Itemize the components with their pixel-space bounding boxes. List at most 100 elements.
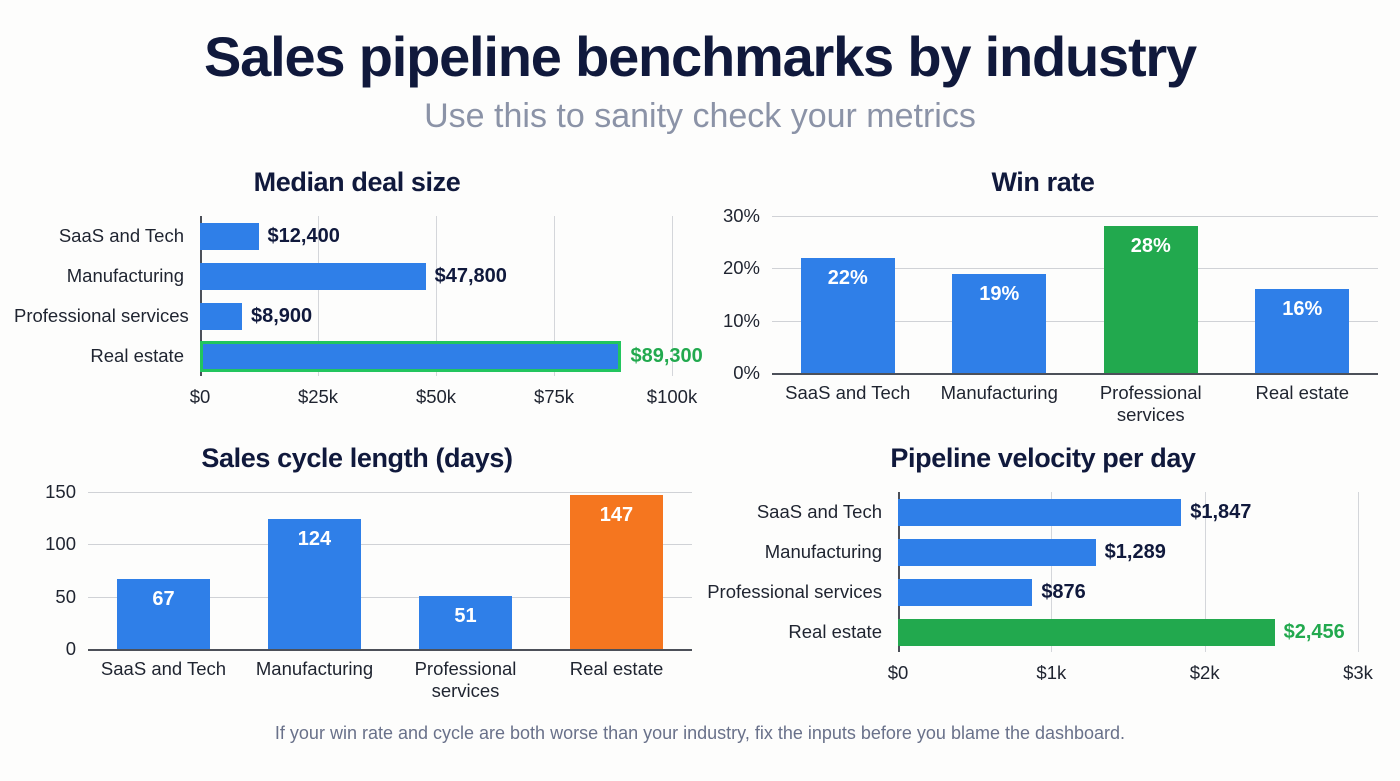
bar-value-label: 51 — [454, 604, 477, 627]
category-label: Real estate — [1255, 382, 1350, 403]
x-axis-tick-label: $75k — [533, 386, 575, 407]
chart-panel-pipeline-velocity: Pipeline velocity per day $0 $1k $2k $3k Saa… — [700, 443, 1386, 713]
gridline-vertical — [318, 216, 319, 376]
gridline-vertical — [1051, 492, 1053, 652]
bar-row[interactable]: Professional services $876 — [700, 572, 1386, 612]
category-label: Manufacturing — [66, 265, 184, 286]
category-label: Professional services — [1099, 382, 1202, 425]
bar[interactable]: 51 — [418, 595, 513, 649]
x-axis-line — [88, 649, 692, 651]
x-axis-tick-label: $0 — [887, 662, 909, 683]
bar-value-label: 22% — [827, 266, 868, 289]
bar-row[interactable]: SaaS and Tech $12,400 — [14, 216, 700, 256]
y-axis-tick-label: 20% — [722, 257, 760, 279]
category-label: SaaS and Tech — [58, 225, 184, 246]
page-title: Sales pipeline benchmarks by industry — [204, 25, 1197, 88]
x-axis-tick-label: $50k — [415, 386, 457, 407]
footer-note: If your win rate and cycle are both wors… — [274, 723, 1126, 743]
x-axis-tick-label: $100k — [646, 386, 698, 407]
gridline-horizontal — [772, 320, 1378, 322]
bar-value-label: $12,400 — [267, 224, 340, 247]
bar[interactable]: 28% — [1103, 226, 1198, 373]
bar-row[interactable]: Professional services $8,900 — [14, 296, 700, 336]
category-label: Real estate — [569, 658, 664, 679]
bar-row[interactable]: Real estate $2,456 — [700, 612, 1386, 652]
y-axis-tick-label: 0 — [65, 638, 76, 659]
bar[interactable]: 147 — [569, 495, 664, 649]
bar[interactable] — [200, 222, 259, 250]
bar-value-label: 67 — [152, 587, 175, 610]
bar-value-label: $1,847 — [1190, 500, 1252, 523]
gridline-vertical — [1204, 492, 1206, 652]
category-label: SaaS and Tech — [100, 658, 227, 679]
category-label: Professional services — [707, 581, 882, 602]
bar[interactable]: 124 — [267, 519, 362, 649]
bar-value-label: $47,800 — [434, 264, 507, 287]
bar-value-label: $1,289 — [1104, 540, 1166, 563]
chart-title-win-rate: Win rate — [991, 167, 1095, 197]
y-axis-line — [200, 216, 202, 376]
gridline-horizontal — [88, 544, 692, 546]
bar-row[interactable]: Manufacturing $47,800 — [14, 256, 700, 296]
chart-title-pipeline-velocity: Pipeline velocity per day — [890, 443, 1196, 473]
bar[interactable] — [200, 340, 622, 372]
category-label: SaaS and Tech — [756, 501, 882, 522]
y-axis-tick-label: 30% — [722, 205, 760, 226]
gridline-horizontal — [88, 492, 692, 493]
y-axis-tick-label: 100 — [45, 533, 76, 555]
category-label: Manufacturing — [764, 541, 882, 562]
bar-value-label: $8,900 — [251, 304, 313, 327]
category-label: SaaS and Tech — [785, 382, 911, 403]
chart-title-median-deal-size: Median deal size — [253, 167, 461, 197]
bar-row[interactable]: SaaS and Tech $1,847 — [700, 492, 1386, 532]
gridline-vertical — [672, 216, 673, 376]
category-label: Real estate — [90, 345, 184, 366]
bar[interactable] — [898, 498, 1182, 526]
bar[interactable] — [200, 262, 426, 290]
y-axis-tick-label: 0% — [733, 362, 760, 383]
chart-panel-sales-cycle-length: Sales cycle length (days) 0 50 100 150 67 Saa… — [14, 443, 700, 713]
bar-value-label: $876 — [1041, 580, 1086, 603]
bar-value-label: 147 — [599, 504, 634, 527]
category-label: Real estate — [788, 621, 882, 642]
bar[interactable]: 67 — [116, 578, 211, 649]
plot-area-sales-cycle-length: 0 50 100 150 67 SaaS and Tech 124 Manufacturing… — [14, 481, 700, 701]
category-label: Professional services — [414, 658, 517, 701]
bar-value-label: 124 — [297, 528, 332, 551]
bar-value-label: $89,300 — [630, 344, 703, 367]
x-axis-tick-label: $1k — [1036, 662, 1067, 683]
chart-title-sales-cycle-length: Sales cycle length (days) — [201, 443, 513, 473]
y-axis-line — [898, 492, 900, 652]
chart-panel-median-deal-size: Median deal size $0 $25k $50k $75k $100k SaaS… — [14, 167, 703, 437]
y-axis-tick-label: 50 — [55, 585, 76, 607]
x-axis-tick-label: $2k — [1189, 662, 1220, 683]
gridline-vertical — [554, 216, 555, 376]
x-axis-tick-label: $0 — [189, 386, 211, 407]
bar[interactable]: 22% — [800, 257, 895, 373]
plot-area-win-rate: 0% 10% 20% 30% 22% SaaS and Tech 19% Manufactur… — [700, 205, 1386, 425]
bar-row[interactable]: Real estate $89,300 — [14, 336, 703, 376]
plot-area-pipeline-velocity: $0 $1k $2k $3k SaaS and Tech $1,847 Manufactur… — [700, 492, 1386, 697]
bar[interactable] — [898, 538, 1096, 566]
category-label: Manufacturing — [255, 658, 374, 679]
gridline-horizontal — [88, 596, 692, 598]
x-axis-tick-label: $25k — [297, 386, 339, 407]
bar-value-label: 28% — [1130, 235, 1171, 258]
chart-panel-win-rate: Win rate 0% 10% 20% 30% 22% SaaS and Tech 19% M… — [700, 167, 1386, 437]
x-axis-tick-label: $3k — [1343, 662, 1373, 683]
gridline-horizontal — [772, 268, 1378, 270]
gridline-horizontal — [772, 216, 1378, 217]
bar[interactable]: 16% — [1255, 289, 1350, 373]
y-axis-tick-label: 150 — [45, 481, 76, 502]
y-axis-tick-label: 10% — [722, 309, 760, 331]
bar[interactable] — [898, 578, 1033, 606]
category-label: Professional services — [14, 305, 189, 326]
bar-value-label: 16% — [1282, 298, 1323, 321]
bar[interactable]: 19% — [952, 273, 1047, 373]
bar[interactable] — [898, 618, 1275, 646]
x-axis-line — [772, 373, 1378, 375]
gridline-vertical — [1358, 492, 1359, 652]
bar[interactable] — [200, 302, 242, 330]
bar-row[interactable]: Manufacturing $1,289 — [700, 532, 1386, 572]
bar-value-label: 19% — [979, 282, 1020, 305]
